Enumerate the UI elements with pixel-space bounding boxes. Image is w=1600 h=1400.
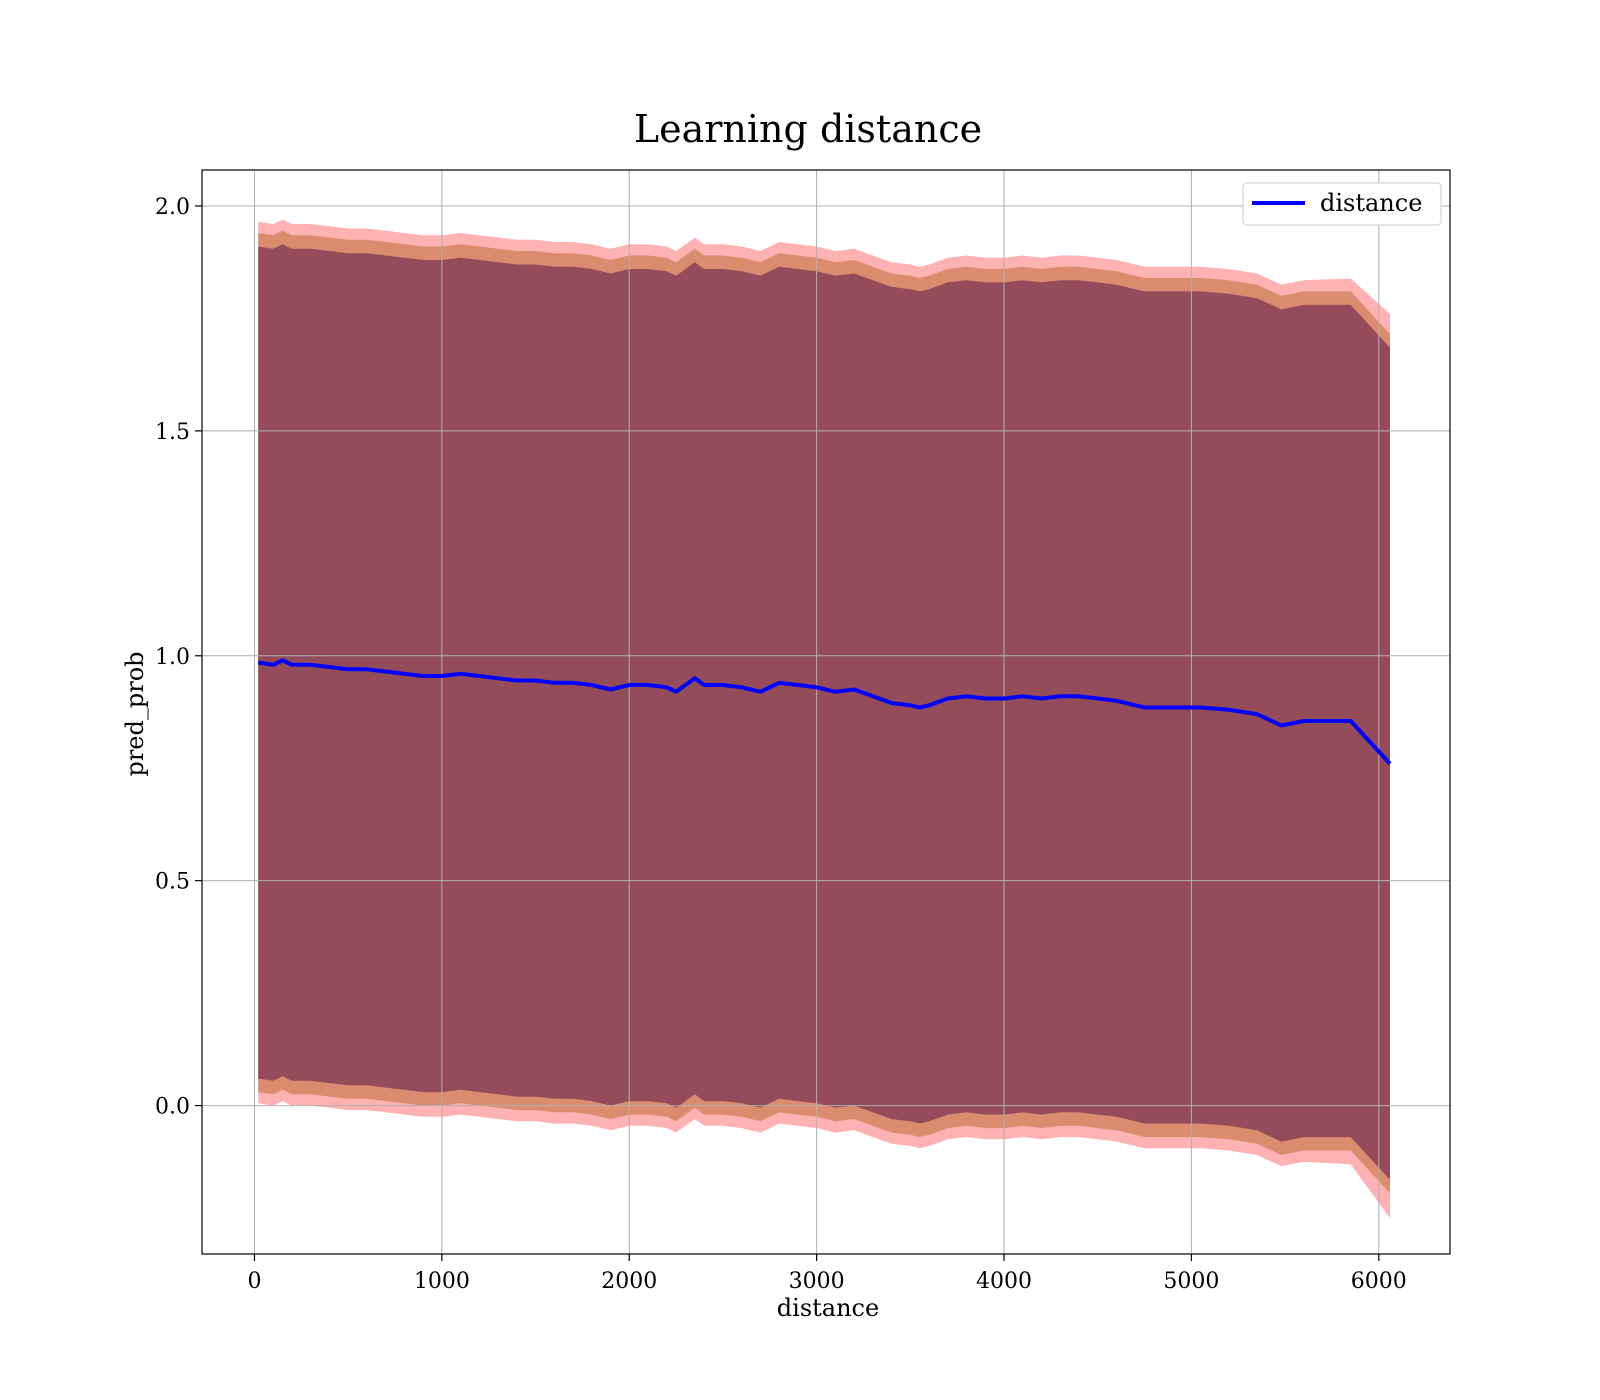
x-tick-label: 3000 (789, 1269, 845, 1294)
x-axis-label: distance (777, 1294, 879, 1322)
x-tick-label: 2000 (601, 1269, 657, 1294)
plot-area (201, 169, 1451, 1255)
y-tick-label: 0.0 (155, 1095, 190, 1120)
x-tick-label: 1000 (414, 1269, 470, 1294)
chart-title: Learning distance (634, 107, 982, 151)
grid-lines (202, 170, 1450, 1254)
x-tick-label: 4000 (976, 1269, 1032, 1294)
y-tick-label: 1.0 (155, 645, 190, 670)
y-axis-label: pred_prob (121, 651, 149, 776)
x-tick-label: 0 (247, 1269, 261, 1294)
uncertainty-bands (258, 219, 1391, 1218)
x-tick-label: 6000 (1351, 1269, 1407, 1294)
series-line-distance (257, 658, 1392, 766)
y-tick-label: 2.0 (155, 195, 190, 220)
legend-label-distance: distance (1320, 189, 1422, 217)
y-axis-ticks: 0.0 0.5 1.0 1.5 2.0 (155, 195, 202, 1120)
x-axis-ticks: 0 1000 2000 3000 4000 5000 6000 (247, 1254, 1407, 1294)
y-tick-label: 1.5 (155, 420, 190, 445)
x-tick-label: 5000 (1163, 1269, 1219, 1294)
series-lines (257, 658, 1392, 766)
band-2 (258, 244, 1391, 1180)
plot-frame (201, 169, 1451, 1255)
y-tick-label: 0.5 (155, 870, 190, 895)
legend: distance (1242, 182, 1442, 226)
legend-box (1242, 182, 1442, 226)
